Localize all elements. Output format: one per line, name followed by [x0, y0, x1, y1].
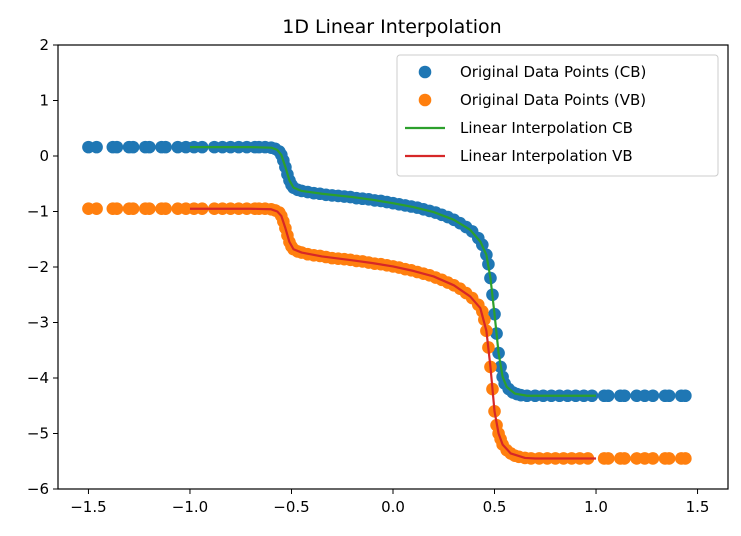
y-tick-label: −4 — [27, 369, 49, 387]
legend-box — [396, 54, 719, 177]
x-axis: −1.5 −1.0 −0.5 0.0 0.5 1.0 1.5 — [70, 489, 709, 516]
y-tick-label: 1 — [39, 92, 49, 110]
data-point — [90, 140, 103, 154]
data-point — [143, 140, 156, 154]
series-line — [189, 146, 597, 397]
legend-label: Original Data Points (VB) — [460, 91, 646, 109]
y-tick-label: 0 — [39, 147, 49, 165]
legend-label: Linear Interpolation CB — [460, 119, 633, 137]
y-tick-label: −1 — [27, 203, 49, 221]
x-tick-label: 0.5 — [483, 498, 507, 516]
y-axis: −6 −5 −4 −3 −2 −1 0 1 2 — [27, 36, 58, 498]
legend-entry: Original Data Points (VB) — [418, 91, 646, 109]
y-tick-label: −5 — [27, 425, 49, 443]
data-point — [159, 202, 172, 216]
data-point — [126, 202, 140, 216]
data-point — [110, 140, 124, 154]
y-tick-label: −2 — [27, 258, 49, 276]
chart-title: 1D Linear Interpolation — [282, 16, 501, 38]
data-point — [601, 452, 615, 465]
legend: Original Data Points (CB) Original Data P… — [396, 54, 719, 177]
x-tick-label: 0.0 — [381, 498, 405, 516]
legend-label: Original Data Points (CB) — [460, 63, 646, 81]
x-tick-label: 1.0 — [584, 498, 608, 516]
series-2 — [189, 146, 597, 397]
data-point — [662, 389, 676, 403]
x-tick-label: −1.0 — [172, 498, 208, 516]
data-point — [646, 452, 660, 465]
series-layer — [82, 140, 692, 465]
x-tick-label: −1.5 — [70, 498, 106, 516]
y-tick-label: −6 — [27, 480, 49, 498]
legend-marker — [418, 65, 432, 79]
series-line — [189, 207, 597, 460]
data-point — [662, 452, 676, 465]
x-tick-label: 1.5 — [686, 498, 710, 516]
data-point — [646, 389, 660, 403]
data-point — [679, 452, 692, 465]
data-point — [90, 202, 103, 216]
data-point — [143, 202, 156, 216]
data-point — [679, 389, 692, 403]
x-tick-label: −0.5 — [273, 498, 309, 516]
data-point — [126, 140, 140, 154]
y-tick-label: −3 — [27, 314, 49, 332]
legend-entry: Linear Interpolation VB — [405, 147, 633, 165]
data-point — [618, 389, 631, 403]
data-point — [618, 452, 631, 465]
y-tick-label: 2 — [39, 36, 49, 54]
data-point — [601, 389, 615, 403]
legend-entry: Linear Interpolation CB — [405, 119, 633, 137]
legend-marker — [418, 93, 432, 107]
legend-entry: Original Data Points (CB) — [418, 63, 646, 81]
data-point — [159, 140, 172, 154]
legend-label: Linear Interpolation VB — [460, 147, 633, 165]
data-point — [110, 202, 124, 216]
series-3 — [189, 207, 597, 460]
